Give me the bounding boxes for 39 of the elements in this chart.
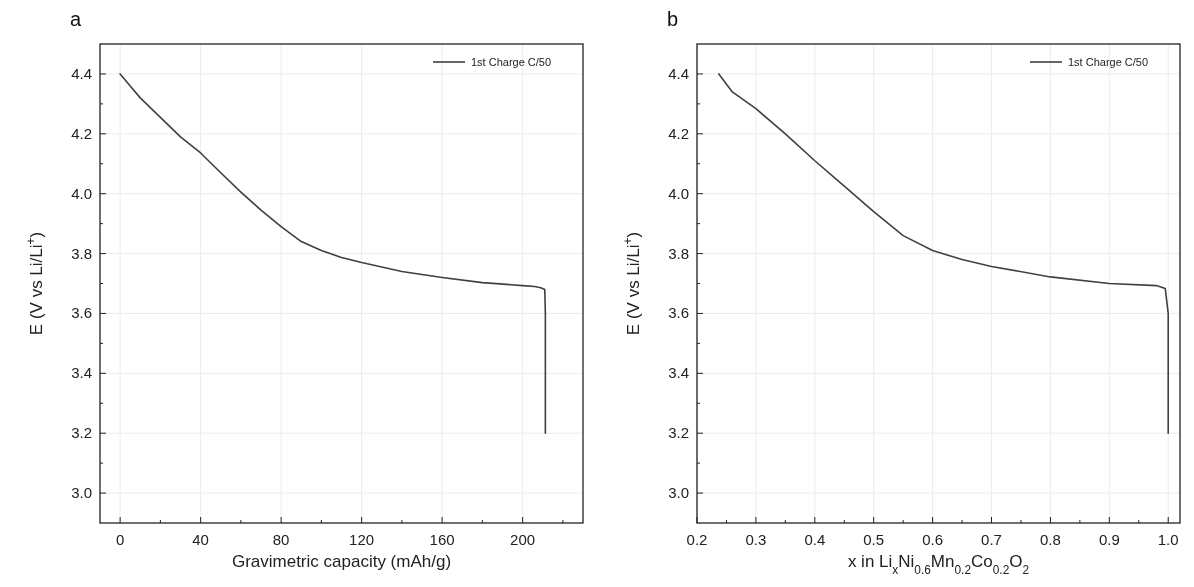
x-tick-label: 0.9: [1098, 531, 1120, 548]
text: x in Li$_{x}$Ni$_{0.6}$Mn$_{0.2}$Co$_{0.2}$O$_{2}$: [847, 552, 1030, 577]
chart-title: b: [667, 8, 679, 30]
x-tick-label: 200: [510, 531, 536, 548]
y-tick-label: 3.8: [668, 244, 689, 262]
y-tick-label: 4.0: [71, 184, 92, 202]
x-tick-label: 40: [192, 531, 209, 548]
x-tick-label: 0.2: [686, 531, 708, 548]
x-tick-label: 120: [349, 531, 375, 548]
x-axis-title: Gravimetric capacity (mAh/g): [231, 552, 452, 571]
x-tick-label: 0.5: [863, 531, 885, 548]
y-tick-label: 3.2: [668, 424, 689, 442]
x-tick-label: 0.8: [1039, 531, 1061, 548]
y-tick-label: 4.2: [668, 124, 689, 142]
x-tick-label: 1.0: [1157, 531, 1179, 548]
x-tick-label: 0.4: [804, 531, 826, 548]
x-tick-label: 0.3: [745, 531, 767, 548]
y-tick-label: 3.2: [71, 424, 92, 442]
y-tick-label: 3.6: [71, 304, 92, 322]
y-tick-label: 4.4: [668, 64, 689, 82]
x-tick-label: 160: [429, 531, 455, 548]
y-tick-label: 4.4: [71, 64, 92, 82]
y-tick-label: 4.2: [71, 124, 92, 142]
x-tick-label: 0: [115, 531, 125, 548]
y-tick-label: 3.0: [71, 484, 92, 502]
y-tick-label: 3.4: [668, 364, 689, 382]
line-series: [717, 73, 1170, 434]
chart-title: a: [70, 8, 82, 30]
line-series: [119, 73, 547, 434]
y-tick-label: 3.6: [668, 304, 689, 322]
y-tick-label: 4.0: [668, 184, 689, 202]
y-tick-label: 3.8: [71, 244, 92, 262]
x-tick-label: 80: [272, 531, 290, 548]
y-tick-label: 3.0: [668, 484, 689, 502]
legend-label: 1st Charge C/50: [471, 56, 552, 68]
y-tick-label: 3.4: [71, 364, 92, 382]
legend-label: 1st Charge C/50: [1068, 56, 1149, 68]
x-tick-label: 0.7: [981, 531, 1002, 548]
x-tick-label: 0.6: [922, 531, 944, 548]
